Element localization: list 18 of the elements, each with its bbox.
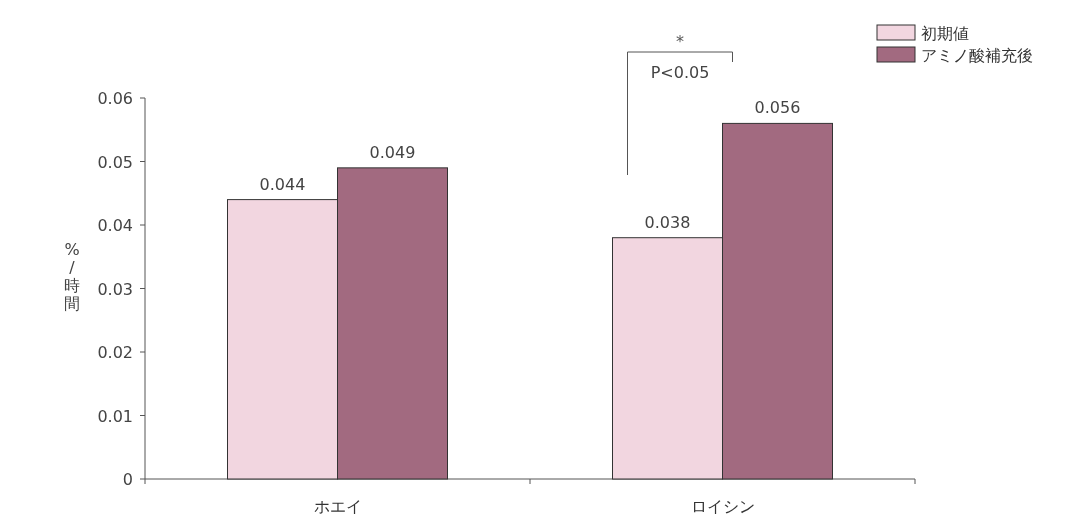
x-tick-label: ロイシン xyxy=(690,497,755,516)
y-tick-label: 0.06 xyxy=(97,89,133,108)
y-tick-label: 0.01 xyxy=(97,406,133,426)
y-tick-label: 0.02 xyxy=(97,343,133,362)
data-label: 0.049 xyxy=(369,142,416,162)
y-tick-label: 0 xyxy=(122,470,133,489)
data-label: 0.044 xyxy=(259,174,306,194)
text: P<0.05 xyxy=(650,63,710,82)
y-axis-title: %/時間 xyxy=(64,240,80,313)
data-label: 0.056 xyxy=(754,98,801,118)
y-tick-label: 0.05 xyxy=(97,152,133,172)
y-tick-label: 0.03 xyxy=(97,279,133,299)
legend-label: 初期値 xyxy=(921,24,969,43)
x-tick-label: ホエイ xyxy=(313,497,362,516)
y-tick-label: 0.04 xyxy=(97,216,133,235)
data-label: 0.038 xyxy=(644,212,691,232)
legend-label: アミノ酸補充後 xyxy=(921,46,1033,65)
text: * xyxy=(676,32,684,51)
